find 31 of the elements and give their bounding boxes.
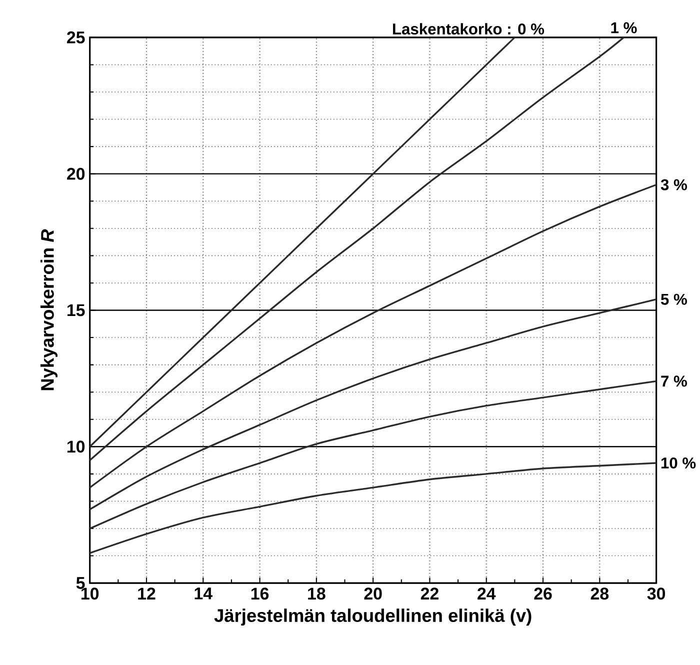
y-tick-label: 5 xyxy=(76,577,85,589)
x-tick-label: 28 xyxy=(590,588,609,600)
series-label: 0 % xyxy=(518,23,544,35)
x-tick-label: 26 xyxy=(534,588,552,600)
line-series xyxy=(89,380,658,530)
x-tick-label: 16 xyxy=(251,588,269,600)
series-label: 10 % xyxy=(661,457,696,468)
series-label: 7 % xyxy=(661,376,687,387)
line-series xyxy=(89,184,658,488)
x-tick-label: 18 xyxy=(308,588,326,600)
series-label: 1 % xyxy=(611,22,637,34)
y-tick-label: 20 xyxy=(67,168,85,180)
x-tick-label: 20 xyxy=(364,588,382,600)
x-tick-label: 30 xyxy=(647,588,666,600)
x-tick-label: 12 xyxy=(138,588,156,600)
x-tick-label: 10 xyxy=(82,588,99,600)
y-tick-label: 25 xyxy=(67,31,85,44)
legend-title: Laskentakorko : xyxy=(393,23,510,35)
y-tick-label: 10 xyxy=(67,440,85,453)
y-tick-label: 15 xyxy=(67,304,85,316)
line-series xyxy=(89,462,658,554)
line-series xyxy=(89,36,625,462)
series-label: 5 % xyxy=(660,294,687,305)
series-label: 3 % xyxy=(660,179,687,190)
line-series xyxy=(89,298,658,510)
line-series xyxy=(89,36,516,448)
x-axis-title: Järjestelmän taloudellinen elinikä (v) xyxy=(214,608,532,626)
y-axis-title: Nykyarvokerroin R xyxy=(40,229,58,390)
x-tick-label: 22 xyxy=(420,588,438,600)
x-tick-label: 14 xyxy=(194,588,212,600)
x-tick-label: 24 xyxy=(478,588,496,600)
